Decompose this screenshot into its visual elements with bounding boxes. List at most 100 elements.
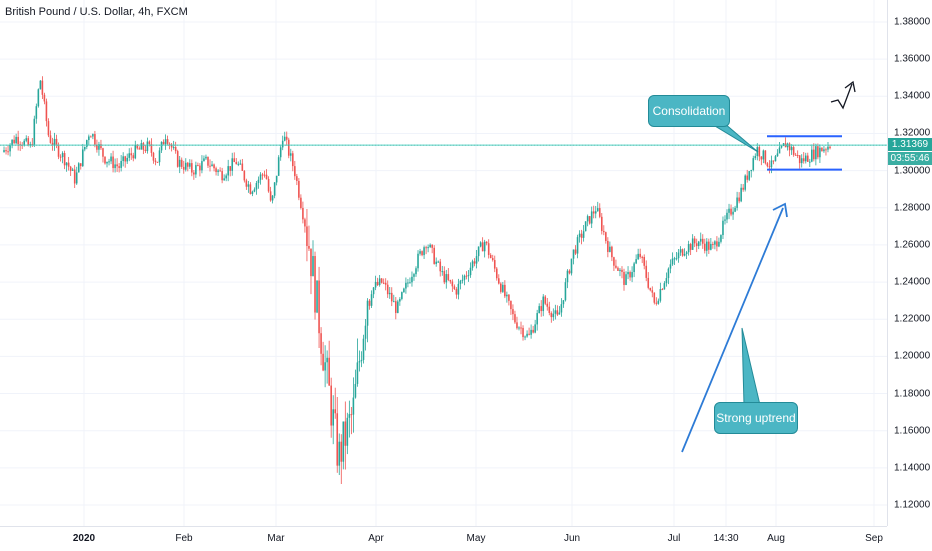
candle-body xyxy=(609,246,611,252)
candle-body xyxy=(176,151,179,167)
price-chart[interactable] xyxy=(0,0,887,526)
candle-body xyxy=(679,249,682,253)
chart-pane[interactable]: British Pound / U.S. Dollar, 4h, FXCM Co… xyxy=(0,0,887,526)
candle-body xyxy=(294,166,296,177)
candle-body xyxy=(184,162,187,170)
candle-body xyxy=(67,162,70,167)
price-tick-label: 1.24000 xyxy=(894,276,931,288)
candle-body xyxy=(332,409,334,426)
candle-body xyxy=(213,164,215,169)
candle-body xyxy=(629,272,631,278)
candle-body xyxy=(65,162,68,166)
price-tick-label: 1.28000 xyxy=(894,202,931,214)
candle-body xyxy=(9,144,11,152)
candle-body xyxy=(445,274,448,283)
candle-body xyxy=(5,150,7,152)
candle-body xyxy=(142,143,145,150)
candle-body xyxy=(59,156,62,158)
candle-body xyxy=(245,180,248,187)
price-tick-label: 1.12000 xyxy=(894,499,931,511)
candle-body xyxy=(730,208,732,215)
candle-body xyxy=(625,274,627,285)
candle-body xyxy=(732,211,734,215)
uptrend-arrow[interactable] xyxy=(681,207,784,453)
candle-body xyxy=(560,304,563,313)
candle-body xyxy=(118,166,120,168)
time-axis[interactable]: 2020 Feb Mar Apr May Jun Jul 14:30 Aug Sep xyxy=(0,526,887,551)
projection-arrow[interactable] xyxy=(830,83,853,110)
candle-body xyxy=(144,149,147,152)
candle-body xyxy=(277,157,280,176)
candle-body xyxy=(132,155,135,159)
candle-body xyxy=(491,258,494,261)
candle-body xyxy=(287,139,290,156)
candle-body xyxy=(409,282,411,284)
candle-body xyxy=(744,175,746,190)
candle-body xyxy=(437,261,440,263)
candle-body xyxy=(235,162,238,165)
candle-body xyxy=(300,197,302,208)
candle-body xyxy=(461,279,464,281)
drawings[interactable] xyxy=(0,80,887,453)
consolidation-callout[interactable]: Consolidation xyxy=(648,95,730,127)
candle-body xyxy=(441,271,444,273)
candle-body xyxy=(136,145,139,149)
candle-body xyxy=(152,152,155,161)
candle-body xyxy=(69,166,72,171)
candle-body xyxy=(302,207,304,220)
candle-body xyxy=(766,163,769,167)
candle-body xyxy=(249,184,252,194)
candle-body xyxy=(388,292,391,295)
candle-body xyxy=(275,175,278,183)
consolidation-callout-pointer xyxy=(708,122,759,153)
candle-body xyxy=(578,233,581,238)
candle-body xyxy=(770,160,773,168)
candle-body xyxy=(77,163,80,173)
candle-body xyxy=(7,151,9,153)
candle-body xyxy=(160,141,163,151)
candle-body xyxy=(3,150,5,153)
candle-body xyxy=(459,280,462,284)
candle-body xyxy=(623,271,625,285)
candle-body xyxy=(75,172,78,184)
candle-body xyxy=(195,165,197,175)
candle-body xyxy=(138,148,141,150)
time-tick-label: Aug xyxy=(767,533,785,544)
candle-body xyxy=(239,163,242,165)
candle-body xyxy=(215,168,217,173)
candle-body xyxy=(534,324,536,333)
candle-body xyxy=(104,156,106,164)
candle-body xyxy=(405,282,407,289)
candle-body xyxy=(540,306,543,312)
candle-body xyxy=(641,256,643,258)
candle-body xyxy=(116,164,118,167)
candle-body xyxy=(594,211,597,214)
candle-body xyxy=(502,284,504,292)
candle-body xyxy=(156,161,159,163)
candle-body xyxy=(439,261,442,272)
candle-body xyxy=(308,245,310,249)
candle-body xyxy=(815,146,817,160)
candle-body xyxy=(201,161,203,171)
candle-body xyxy=(695,243,698,247)
candle-body xyxy=(708,241,710,250)
candle-body xyxy=(267,178,270,192)
candle-body xyxy=(362,338,365,360)
candle-body xyxy=(304,219,306,227)
uptrend-callout[interactable]: Strong uptrend xyxy=(714,402,798,434)
candle-body xyxy=(415,268,417,275)
candle-body xyxy=(687,244,690,253)
candle-body xyxy=(15,136,17,144)
symbol-title[interactable]: British Pound / U.S. Dollar, 4h, FXCM xyxy=(5,6,188,18)
candle-body xyxy=(463,275,466,280)
candle-body xyxy=(227,166,229,176)
candle-body xyxy=(718,241,720,247)
candle-body xyxy=(542,296,545,312)
candle-body xyxy=(774,156,777,162)
price-axis[interactable]: 1.38000 1.36000 1.34000 1.32000 1.30000 1.280… xyxy=(887,0,932,526)
candle-body xyxy=(197,165,199,167)
candle-body xyxy=(512,309,514,315)
candle-body xyxy=(368,300,371,306)
candle-body xyxy=(170,144,173,148)
candle-body xyxy=(318,280,320,334)
